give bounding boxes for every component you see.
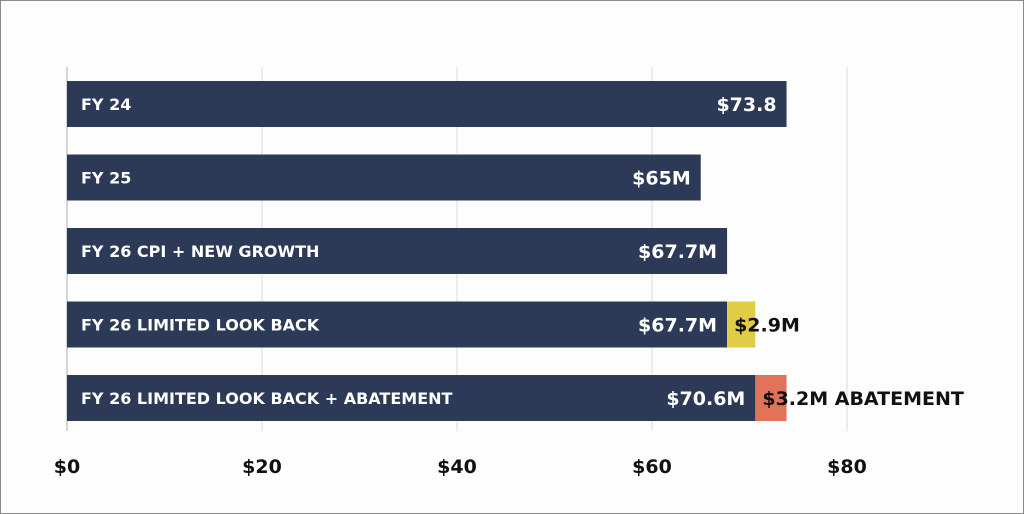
x-tick-label: $20 [242,456,282,478]
bar-segment-abatement [755,375,787,421]
category-label: FY 26 LIMITED LOOK BACK [81,316,320,335]
bar-value-label: $73.8 [716,94,776,116]
bar-value-label: $67.7M [638,315,717,337]
x-tick-label: $0 [54,456,80,478]
bars [67,81,787,421]
category-label: FY 25 [81,169,131,188]
bar-segment-base [67,154,701,201]
x-axis-ticks: $0 $20 $40 $60 $80 [54,456,867,478]
bar-segment-base [67,228,728,274]
bar-segment-look-back [727,301,756,348]
category-label: FY 26 LIMITED LOOK BACK + ABATEMENT [81,389,453,408]
bar-value-label: $65M [632,168,691,190]
bar-value-label: $70.6M [666,388,745,410]
x-tick-label: $80 [827,456,867,478]
segment-value-label: $2.9M [734,315,800,337]
x-tick-label: $60 [632,456,672,478]
category-label: FY 24 [81,95,131,114]
x-tick-label: $40 [437,456,477,478]
labels: $73.8 FY 24 $65M FY 25 $67.7M FY 26 CPI + NEW… [81,94,964,410]
bar-segment-base [67,81,787,127]
category-label: FY 26 CPI + NEW GROWTH [81,242,319,261]
bar-segment-base [67,301,728,348]
bar-value-label: $67.7M [638,241,717,263]
bar-segment-base [67,375,756,421]
segment-value-label: $3.2M ABATEMENT [762,388,964,410]
